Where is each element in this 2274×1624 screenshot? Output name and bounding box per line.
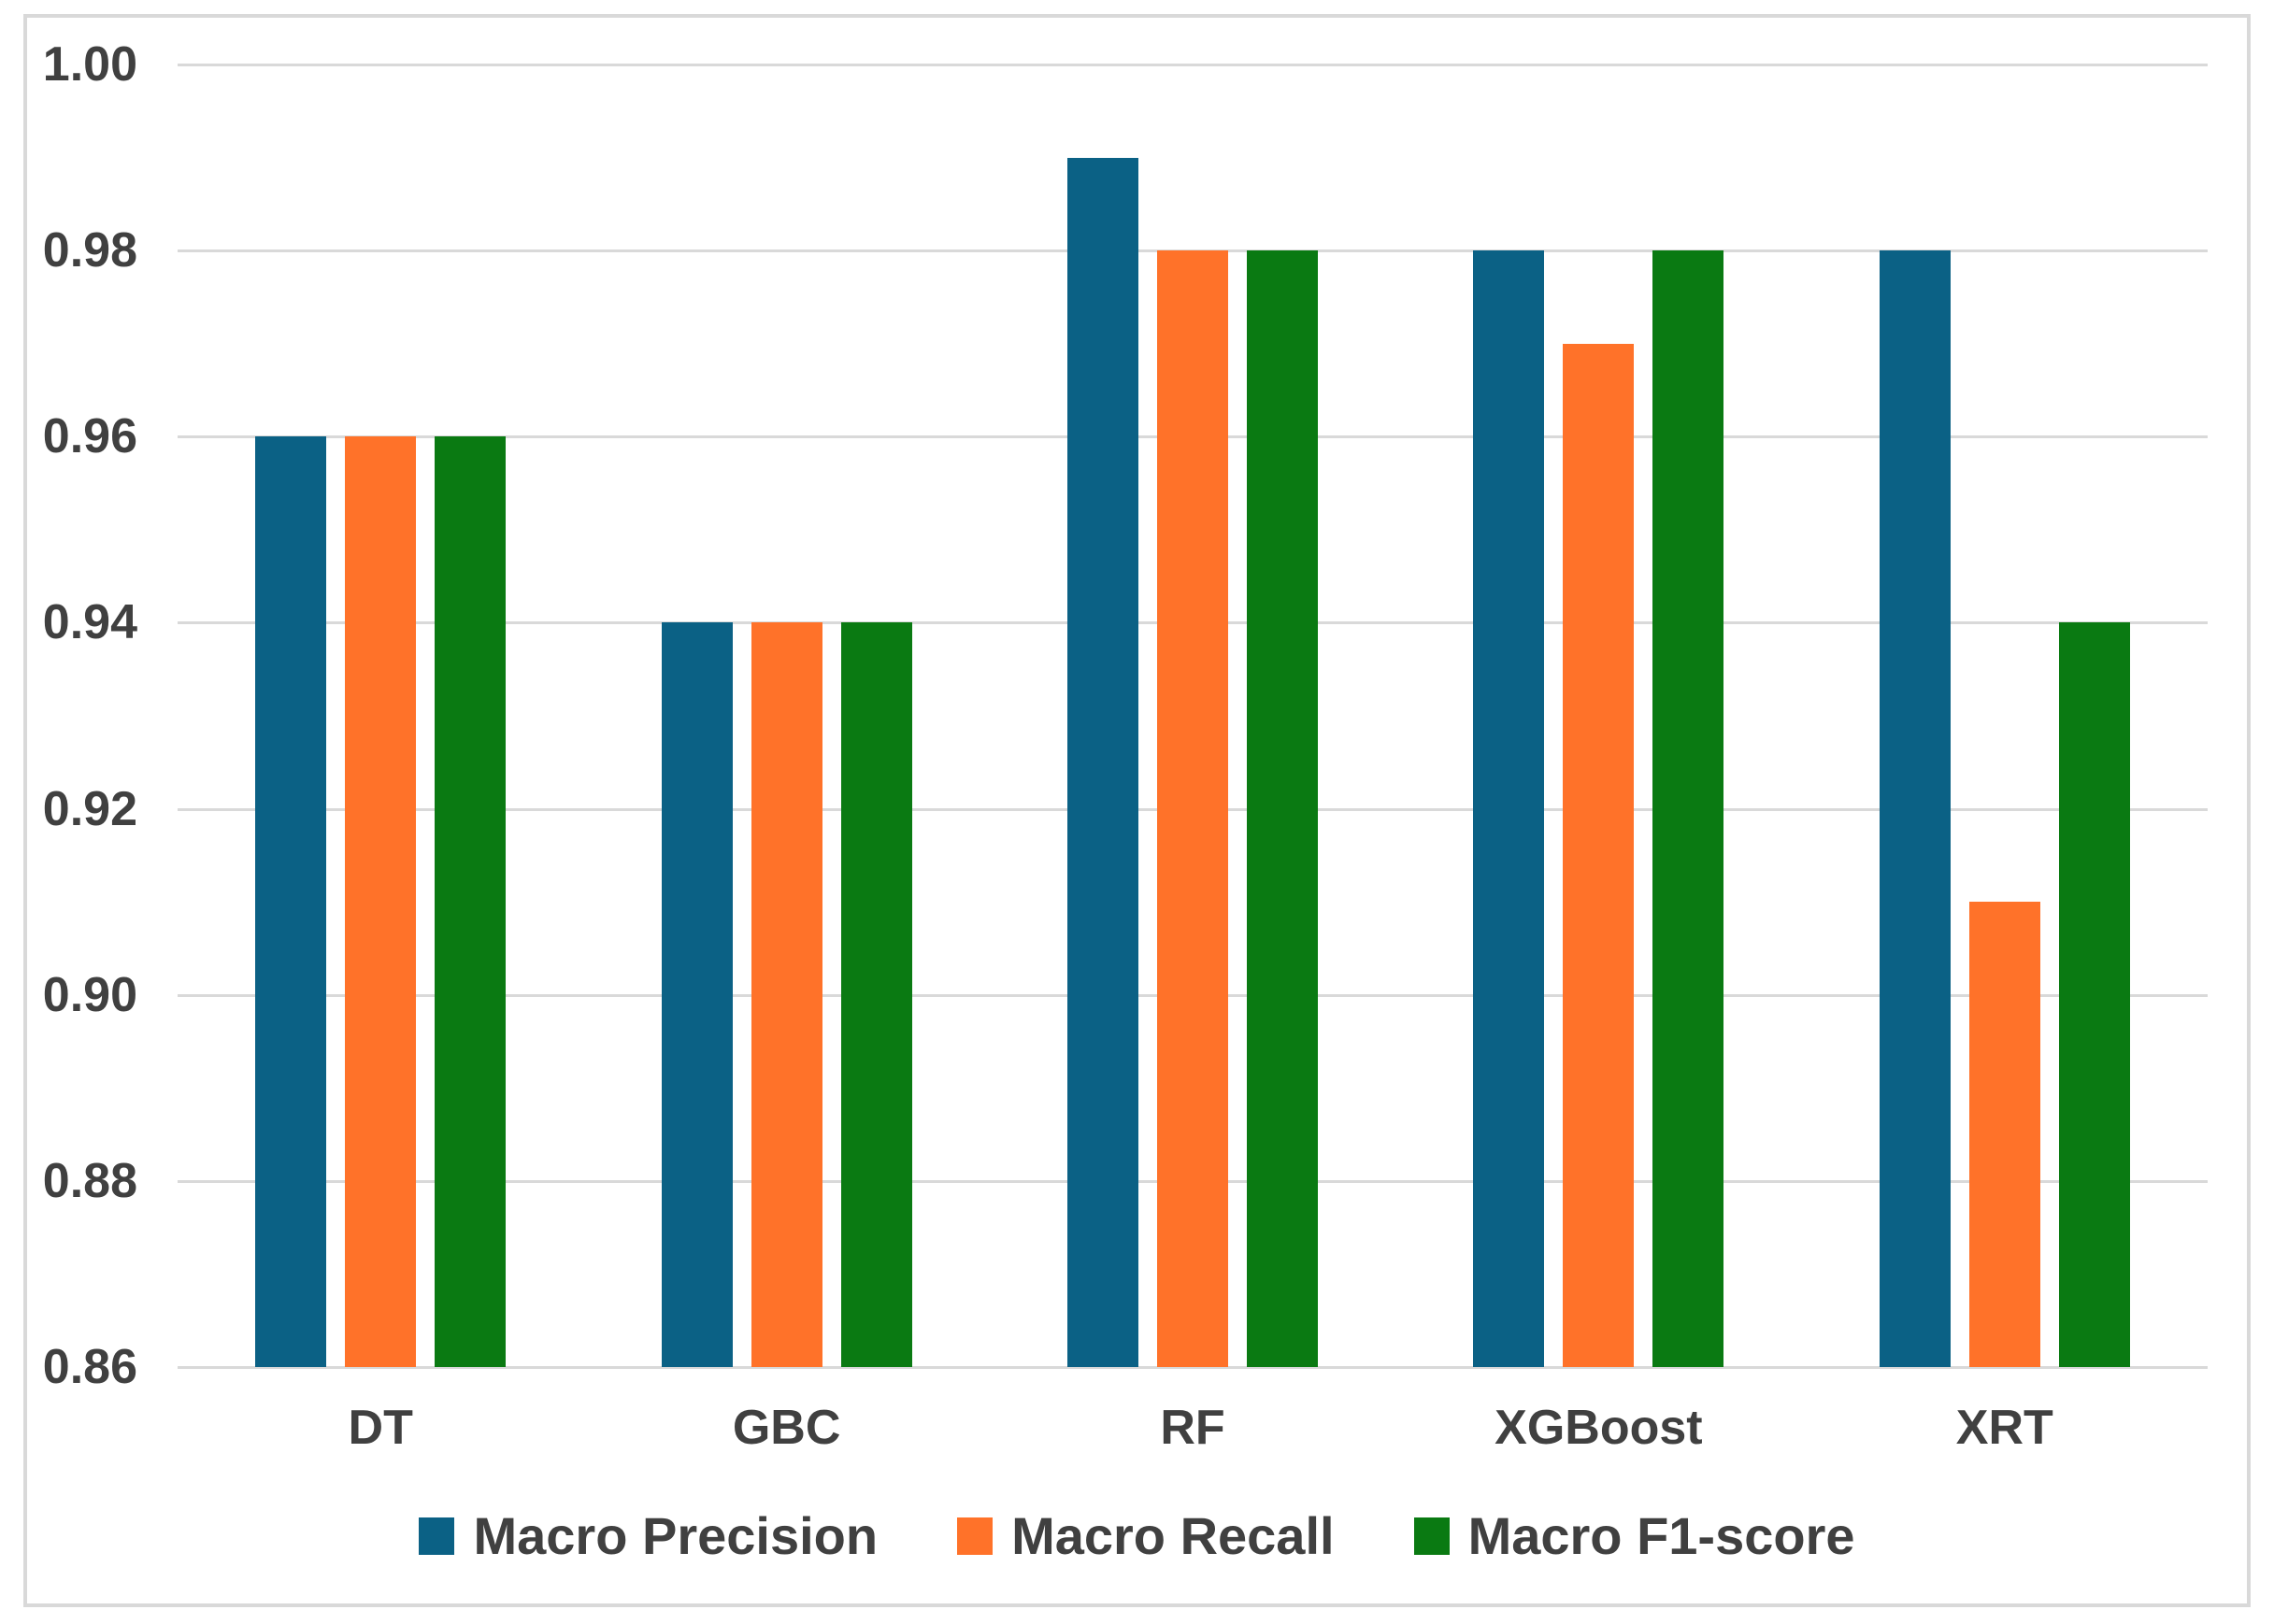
bar xyxy=(1563,343,1635,1367)
bar xyxy=(345,436,417,1367)
bar xyxy=(1067,157,1138,1367)
bar xyxy=(751,622,822,1367)
legend-label: Macro Precision xyxy=(473,1506,879,1565)
y-tick-label: 0.92 xyxy=(42,781,137,836)
x-tick-label: GBC xyxy=(732,1401,841,1455)
bar xyxy=(1968,902,2040,1367)
bar xyxy=(1247,250,1318,1367)
x-tick-label: RF xyxy=(1160,1401,1225,1455)
x-tick-label: DT xyxy=(348,1401,413,1455)
bar xyxy=(1473,250,1545,1367)
legend-swatch xyxy=(957,1517,994,1555)
y-tick-label: 1.00 xyxy=(42,37,137,92)
y-tick-label: 0.94 xyxy=(42,595,137,650)
legend-item: Macro Precision xyxy=(419,1510,878,1562)
y-tick-label: 0.88 xyxy=(42,1153,137,1208)
gridline xyxy=(178,64,2208,66)
legend-item: Macro Recall xyxy=(957,1510,1335,1562)
legend-swatch xyxy=(419,1517,455,1555)
bar xyxy=(1652,250,1724,1367)
bar xyxy=(661,622,733,1367)
y-tick-label: 0.96 xyxy=(42,409,137,464)
bar xyxy=(435,436,507,1367)
bar xyxy=(1879,250,1951,1367)
legend: Macro Precision Macro Recall Macro F1-scor… xyxy=(0,1506,2274,1566)
bar xyxy=(840,622,912,1367)
y-tick-label: 0.90 xyxy=(42,967,137,1022)
legend-swatch xyxy=(1413,1517,1450,1555)
gridline xyxy=(178,1366,2208,1369)
x-tick-label: XGBoost xyxy=(1495,1401,1703,1455)
y-tick-label: 0.86 xyxy=(42,1340,137,1394)
chart-frame xyxy=(23,14,2251,1607)
legend-item: Macro F1-score xyxy=(1413,1506,1855,1565)
legend-label: Macro F1-score xyxy=(1467,1506,1855,1565)
legend-label: Macro Recall xyxy=(1011,1506,1335,1565)
bar xyxy=(255,436,327,1367)
bar xyxy=(1157,250,1228,1367)
bar xyxy=(2058,622,2130,1367)
x-tick-label: XRT xyxy=(1955,1401,2053,1455)
y-tick-label: 0.98 xyxy=(42,223,137,278)
